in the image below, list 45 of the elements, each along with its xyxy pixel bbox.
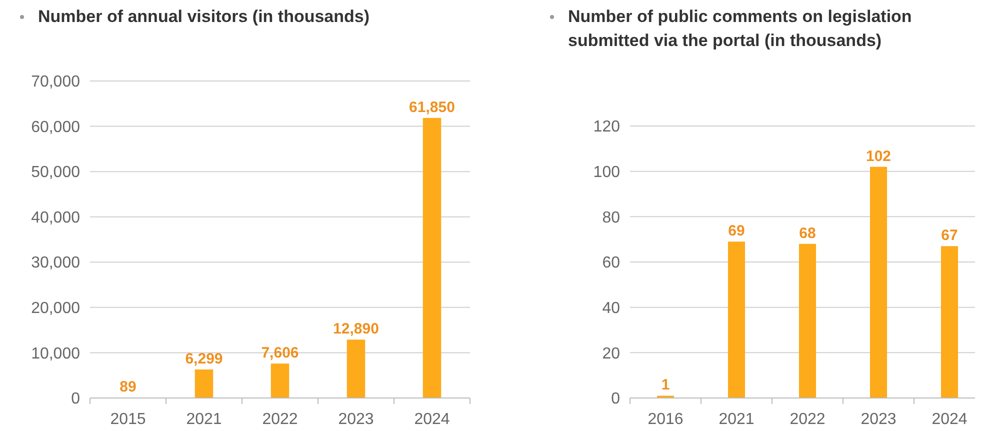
x-tick-label: 2023	[338, 411, 374, 428]
y-tick-label: 30,000	[31, 254, 80, 272]
y-tick-label: 60,000	[31, 118, 80, 136]
bar	[346, 340, 366, 398]
y-tick-label: 50,000	[31, 164, 80, 182]
chart-title: Number of annual visitors (in thousands)	[38, 7, 370, 26]
y-tick-label: 40	[602, 300, 620, 317]
x-tick-label: 2023	[860, 411, 896, 428]
x-tick-label: 2021	[718, 411, 754, 428]
data-label: 6,299	[185, 350, 223, 368]
data-label: 67	[941, 227, 958, 244]
data-label: 102	[866, 148, 892, 165]
y-tick-label: 120	[593, 118, 620, 136]
bar	[870, 166, 888, 398]
y-tick-label: 0	[71, 390, 80, 408]
x-tick-label: 2021	[186, 411, 222, 428]
data-label: 89	[120, 378, 136, 396]
x-tick-label: 2022	[790, 411, 826, 428]
x-tick-label: 2024	[414, 411, 450, 428]
y-tick-label: 80	[602, 209, 620, 226]
chart-title: Number of public comments on legislation submitted via the portal (in thousands)	[568, 7, 912, 50]
bar	[194, 369, 214, 398]
bar	[270, 364, 290, 398]
y-tick-label: 40,000	[31, 209, 80, 226]
y-tick-label: 20,000	[31, 300, 80, 318]
y-tick-label: 70,000	[31, 74, 80, 91]
y-tick-label: 100	[593, 164, 620, 181]
data-label: 1	[661, 376, 670, 394]
x-tick-label: 2024	[932, 411, 968, 428]
bar	[798, 244, 816, 398]
y-tick-label: 10,000	[31, 345, 80, 362]
bar	[728, 242, 746, 398]
y-tick-label: 20	[602, 345, 620, 362]
x-tick-label: 2022	[262, 411, 298, 428]
data-label: 69	[728, 222, 745, 240]
bar	[422, 118, 442, 398]
y-tick-label: 0	[611, 390, 620, 408]
data-label: 12,890	[333, 320, 379, 338]
data-label: 61,850	[409, 98, 455, 116]
bar	[940, 246, 958, 398]
data-label: 7,606	[261, 344, 299, 362]
data-label: 68	[799, 224, 816, 242]
y-tick-label: 60	[602, 254, 620, 272]
x-tick-label: 2016	[648, 411, 684, 428]
x-tick-label: 2015	[110, 411, 146, 428]
